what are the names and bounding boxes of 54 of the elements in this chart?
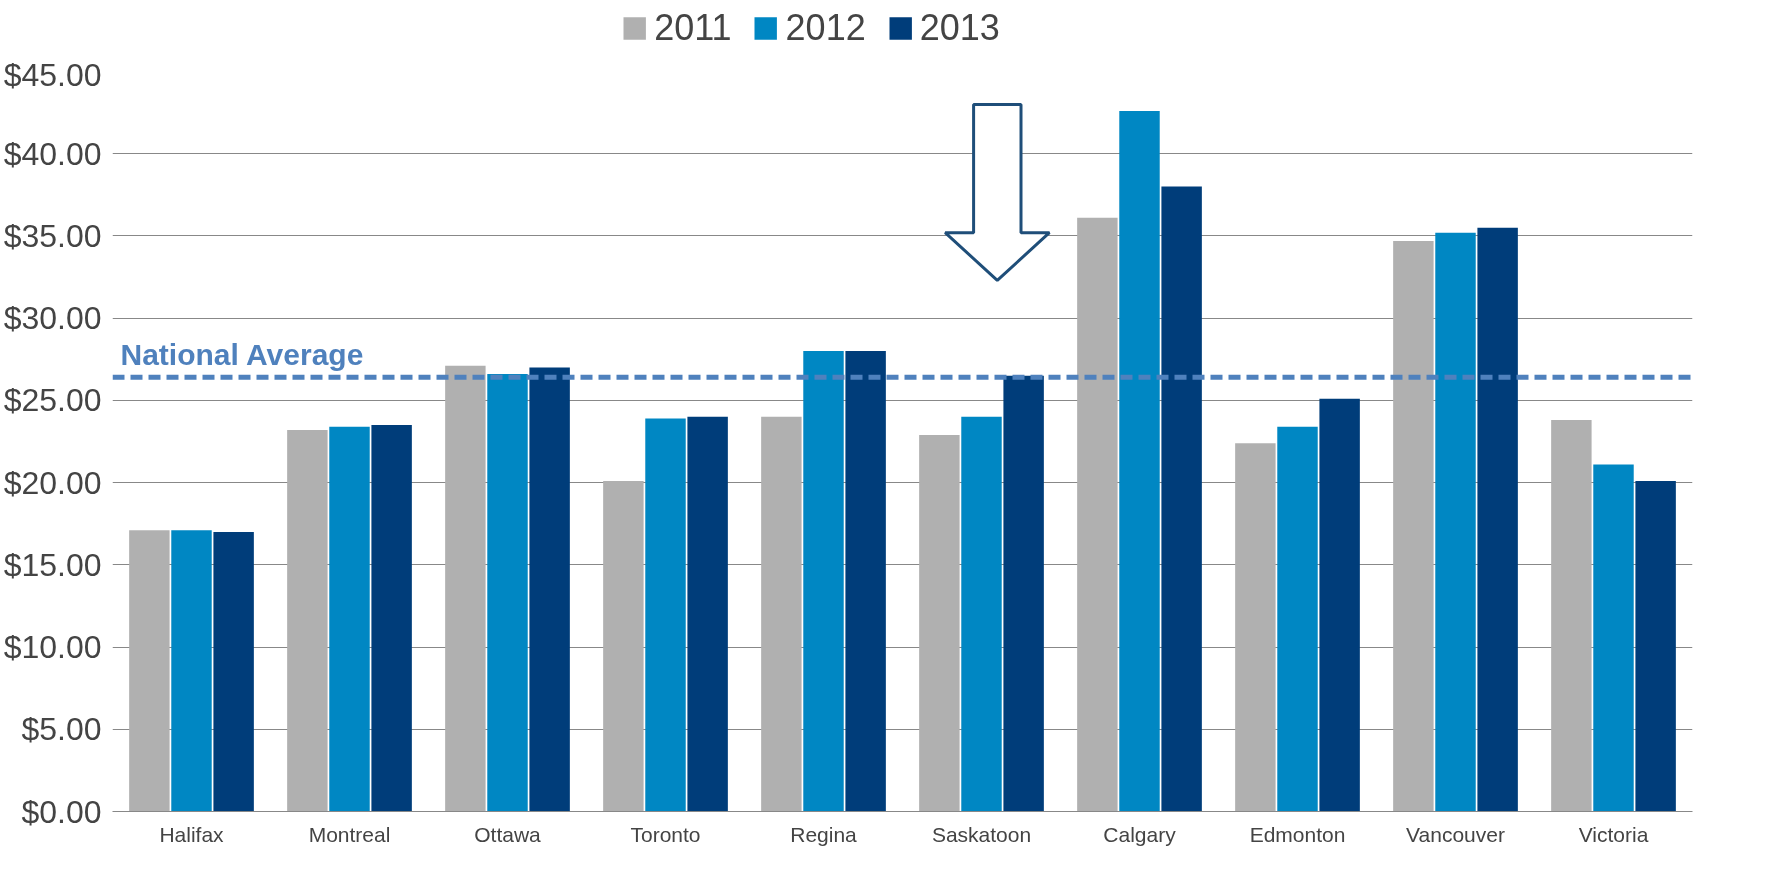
y-tick-label: $15.00 (3, 546, 102, 583)
bar (171, 530, 212, 812)
bar (603, 480, 644, 812)
legend-label: 2011 (654, 7, 732, 49)
x-tick-label: Calgary (1103, 822, 1177, 846)
x-tick-label: Saskatoon (931, 822, 1032, 846)
bar (1593, 464, 1634, 812)
bar (1077, 217, 1118, 812)
bar (529, 367, 570, 812)
x-tick-label: Montreal (308, 822, 391, 846)
bar (1119, 110, 1160, 812)
bar (329, 426, 370, 812)
bar (1551, 420, 1592, 812)
ref-line-label: National Average (120, 338, 364, 372)
x-tick-label: Regina (790, 822, 858, 846)
bar (845, 351, 886, 812)
bar (1003, 375, 1044, 812)
bar (961, 416, 1002, 812)
bar (1435, 232, 1476, 812)
bar (1161, 186, 1202, 812)
y-tick-label: $40.00 (3, 135, 102, 172)
bar (1393, 240, 1434, 812)
x-tick-label: Halifax (159, 822, 225, 846)
y-tick-label: $25.00 (3, 382, 102, 419)
y-tick-label: $20.00 (3, 464, 102, 501)
bar (687, 416, 728, 812)
y-tick-label: $5.00 (21, 711, 102, 748)
x-tick-label: Toronto (630, 822, 701, 846)
bar (761, 416, 802, 812)
bar (1235, 443, 1276, 812)
legend-label: 2013 (919, 7, 1000, 49)
bar (487, 374, 528, 812)
bar (287, 429, 328, 812)
x-tick-label: Edmonton (1249, 822, 1346, 846)
bar (1319, 398, 1360, 812)
y-tick-label: $30.00 (3, 300, 102, 337)
bar (371, 425, 412, 812)
y-tick-label: $0.00 (21, 793, 102, 830)
bar (129, 530, 170, 812)
x-tick-label: Ottawa (474, 822, 542, 846)
y-tick-label: $10.00 (3, 629, 102, 666)
bar (1635, 480, 1676, 812)
y-tick-label: $45.00 (3, 56, 102, 93)
bar (213, 531, 254, 812)
bar (1477, 227, 1518, 812)
legend-label: 2012 (785, 7, 866, 49)
bar (645, 418, 686, 812)
bar (919, 434, 960, 812)
y-tick-label: $35.00 (3, 217, 102, 254)
x-tick-label: Victoria (1578, 822, 1649, 846)
x-tick-label: Vancouver (1406, 822, 1505, 846)
bar (1277, 426, 1318, 812)
bar (445, 365, 486, 812)
bar (803, 351, 844, 812)
